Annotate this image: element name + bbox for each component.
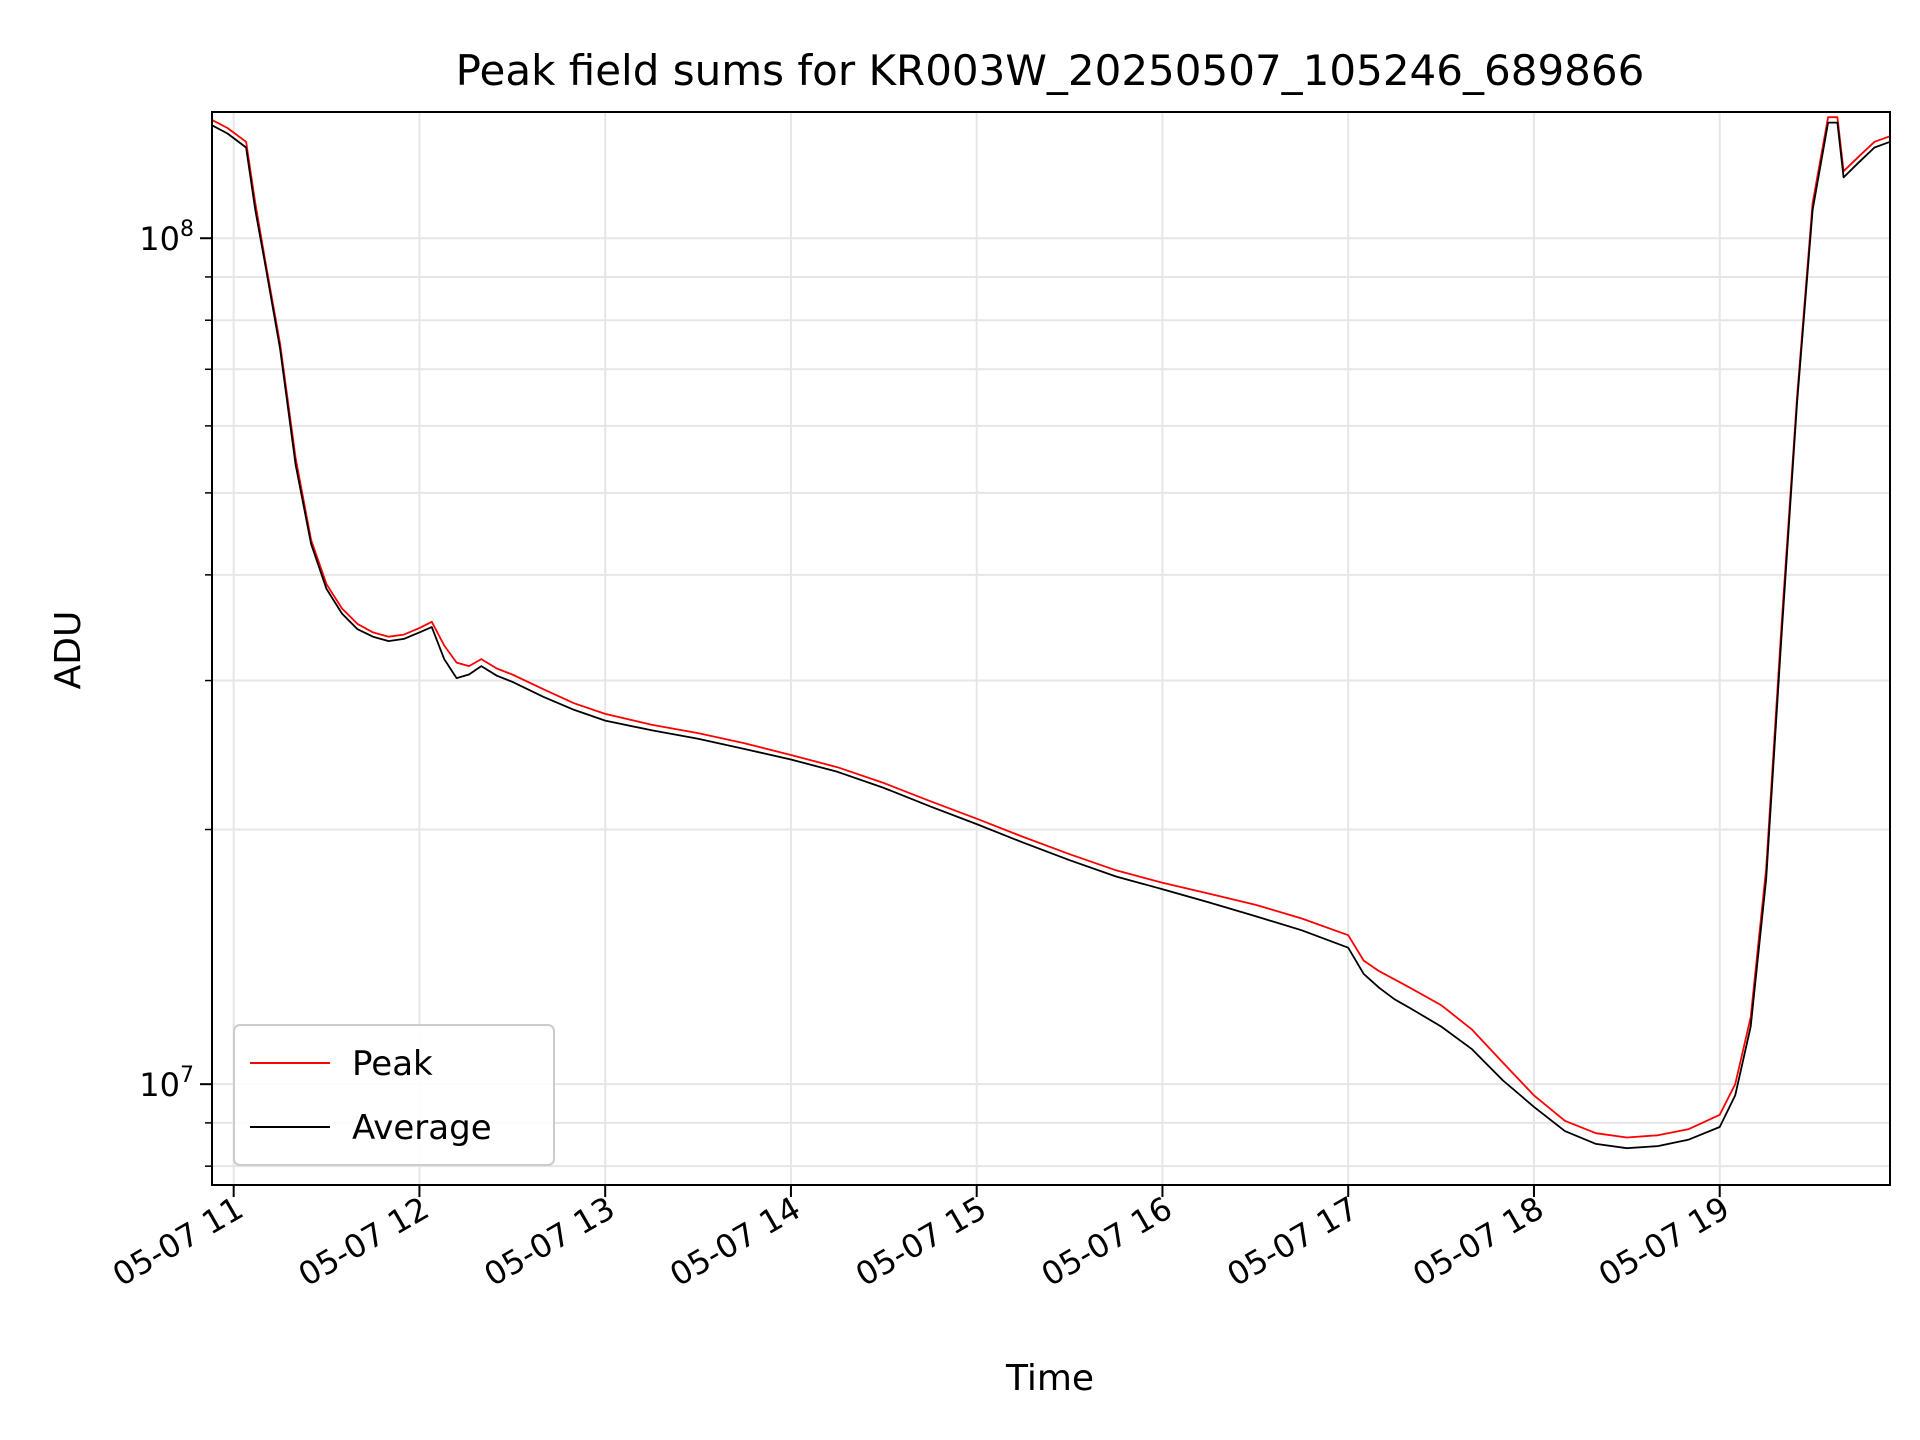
- plot-frame: [211, 111, 1891, 1186]
- legend-label-average: Average: [352, 1108, 492, 1148]
- legend-label-peak: Peak: [352, 1044, 433, 1084]
- x-axis-label: Time: [1005, 1358, 1094, 1399]
- legend-box: [233, 1024, 555, 1166]
- series-line-peak: [211, 116, 1891, 1139]
- y-tick-label: 108: [139, 217, 194, 258]
- y-tick-label: 107: [139, 1063, 194, 1104]
- series-line-average: [211, 121, 1891, 1150]
- y-axis-label: ADU: [48, 611, 89, 690]
- y-tick-label-base: 10: [139, 1066, 180, 1104]
- y-tick-label-exponent: 7: [180, 1063, 194, 1088]
- grid: [212, 112, 1890, 1185]
- chart-title: Peak field sums for KR003W_20250507_1052…: [456, 46, 1645, 95]
- legend: Peak Average: [233, 1024, 555, 1166]
- y-tick-label-exponent: 8: [180, 217, 194, 242]
- y-tick-label-base: 10: [139, 220, 180, 258]
- plot-lines: [211, 116, 1891, 1150]
